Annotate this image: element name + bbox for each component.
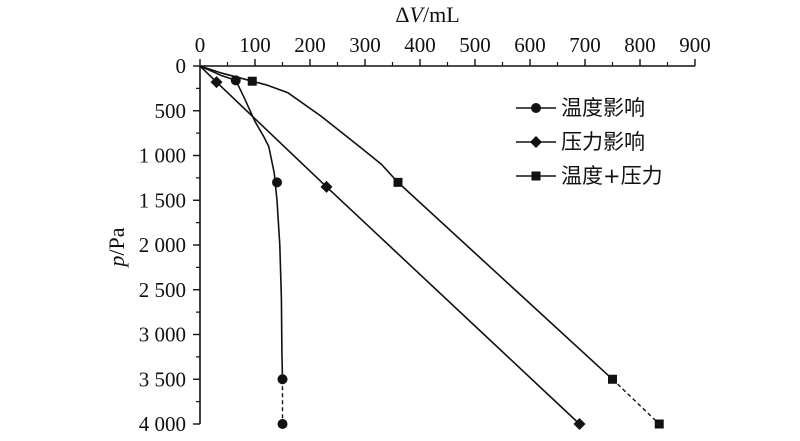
- data-point: [320, 180, 333, 193]
- x-tick-label: 400: [404, 33, 436, 57]
- y-axis-title: p/Pa: [104, 227, 129, 268]
- series-1: [199, 65, 288, 429]
- y-tick-label: 0: [176, 54, 187, 78]
- legend-label: 温度影响: [561, 96, 645, 120]
- y-tick-label: 1 500: [139, 188, 186, 212]
- legend-marker: [531, 171, 541, 181]
- y-tick-label: 2 500: [139, 278, 186, 302]
- y-tick-label: 1 000: [139, 144, 186, 168]
- series-line: [199, 65, 284, 380]
- x-tick-label: 100: [239, 33, 271, 57]
- data-point: [210, 76, 223, 89]
- series-line: [199, 65, 581, 425]
- y-tick-label: 4 000: [139, 412, 186, 436]
- x-tick-label: 600: [514, 33, 546, 57]
- legend-item: 温度影响: [516, 96, 645, 120]
- series-layer: [199, 65, 664, 430]
- axes: 0 100 200 300 400 500 600 700 800 900 0 500 1 000 1 5…: [104, 2, 711, 436]
- x-tick-label: 300: [349, 33, 381, 57]
- y-tick-label: 3 500: [139, 367, 186, 391]
- legend-marker: [531, 103, 541, 113]
- data-point: [277, 374, 288, 385]
- legend-label: 温度+压力: [561, 164, 663, 188]
- data-point: [573, 418, 586, 430]
- data-point: [608, 374, 617, 384]
- series-2: [199, 65, 586, 430]
- x-tick-label: 0: [195, 33, 206, 57]
- x-tick-label: 800: [624, 33, 656, 57]
- series-line: [199, 65, 614, 380]
- y-tick-label: 2 000: [139, 233, 186, 257]
- data-point: [654, 419, 664, 429]
- x-tick-label: 700: [569, 33, 601, 57]
- series-dashed-extension: [612, 378, 660, 425]
- x-tick-label: 500: [459, 33, 491, 57]
- x-axis-title: ΔV/mL: [395, 2, 459, 27]
- series-3: [199, 65, 664, 429]
- data-point: [277, 419, 288, 429]
- data-point: [272, 177, 282, 188]
- y-tick-label: 3 000: [139, 323, 186, 347]
- x-tick-label: 900: [679, 33, 711, 57]
- y-tick-label: 500: [155, 99, 187, 123]
- data-point: [393, 177, 403, 187]
- legend-label: 压力影响: [561, 130, 645, 154]
- data-point: [247, 76, 257, 86]
- x-tick-label: 200: [294, 33, 326, 57]
- legend-item: 压力影响: [516, 130, 645, 154]
- legend-item: 温度+压力: [516, 164, 663, 188]
- legend-marker: [530, 136, 542, 148]
